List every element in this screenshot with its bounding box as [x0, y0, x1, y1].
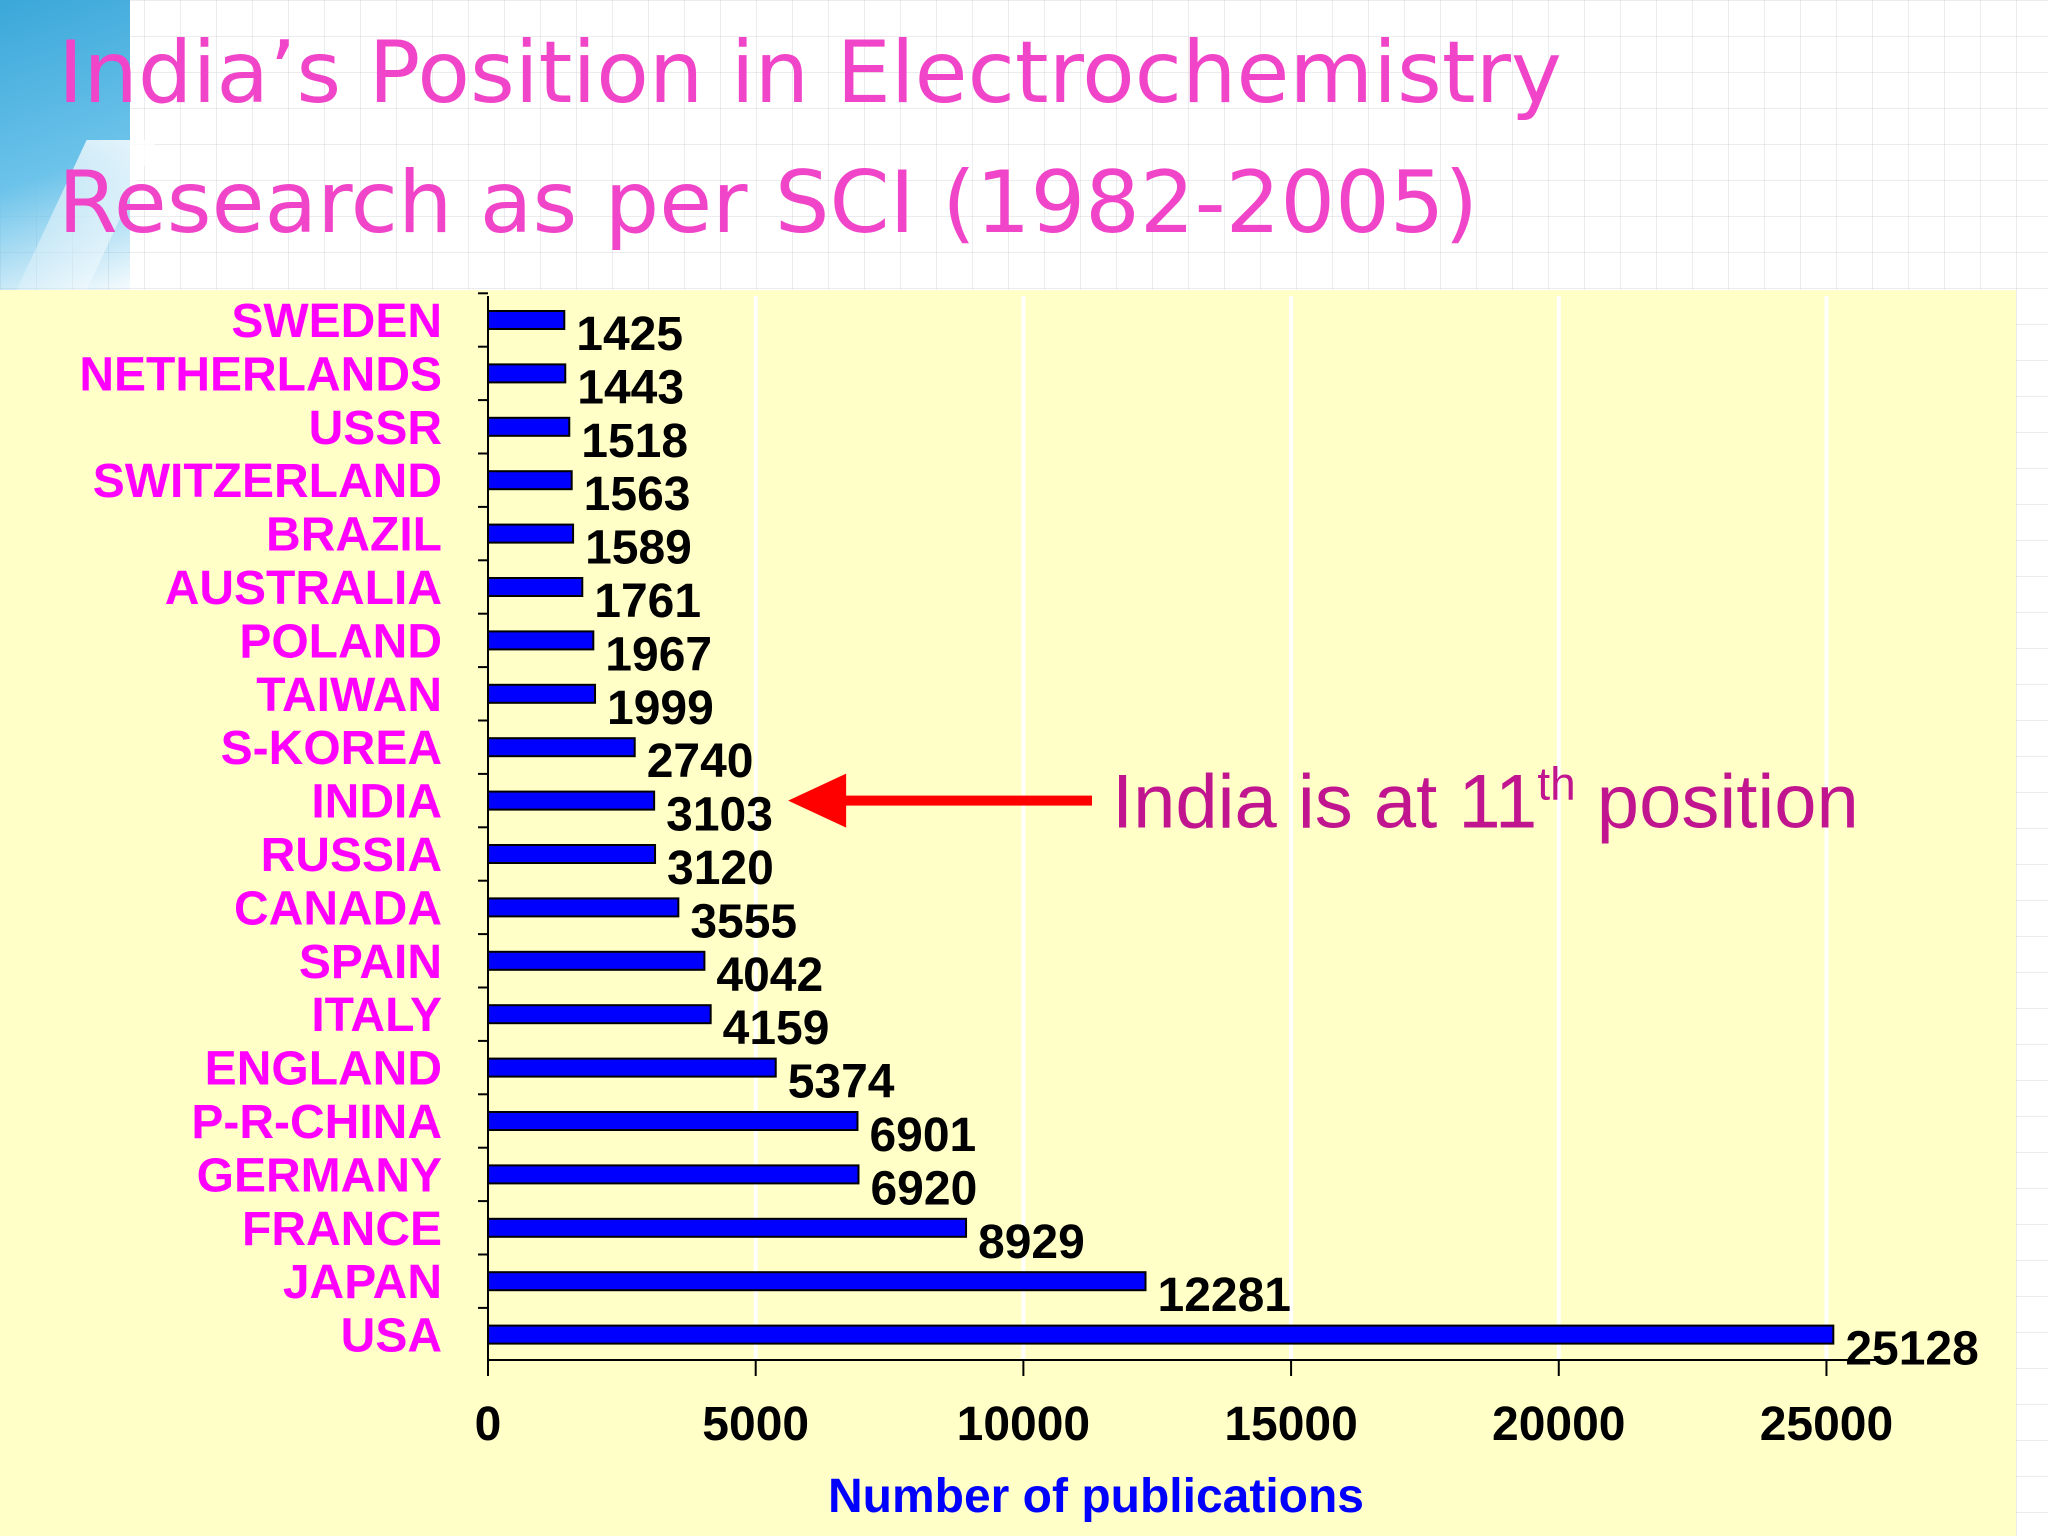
slide-title-line-2: Research as per SCI (1982-2005) — [58, 153, 1479, 253]
category-label: AUSTRALIA — [165, 562, 442, 615]
bar-p-r-china — [487, 1111, 859, 1131]
category-label: ITALY — [311, 989, 442, 1042]
data-label: 6920 — [870, 1162, 977, 1215]
data-label: 1518 — [581, 415, 688, 468]
category-label: BRAZIL — [266, 509, 442, 562]
data-label: 1425 — [576, 308, 683, 361]
data-label: 4159 — [723, 1002, 830, 1055]
category-label: NETHERLANDS — [79, 348, 442, 401]
x-tick-label: 25000 — [1760, 1398, 1893, 1451]
slide-corner-decoration — [0, 0, 157, 340]
data-label: 25128 — [1845, 1323, 1978, 1376]
bar-s-korea — [487, 737, 636, 758]
data-label: 4042 — [716, 949, 823, 1002]
slide-title: India’s Position in Electrochemistry Res… — [58, 8, 1858, 268]
x-tick-label: 15000 — [1224, 1398, 1357, 1451]
x-tick-label: 5000 — [702, 1398, 809, 1451]
annotation-text-tail: position — [1576, 760, 1859, 845]
bar-switzerland — [487, 470, 573, 491]
bar-netherlands — [487, 363, 567, 384]
annotation-superscript: th — [1537, 758, 1575, 810]
bars — [487, 310, 1835, 1345]
data-label: 12281 — [1158, 1269, 1291, 1322]
annotation-arrow-shaft — [840, 795, 1092, 806]
data-label: 3103 — [666, 789, 773, 842]
bar-usa — [487, 1324, 1835, 1345]
data-label: 3120 — [667, 842, 774, 895]
data-label: 1761 — [594, 575, 701, 628]
data-label: 6901 — [869, 1109, 976, 1162]
category-label: RUSSIA — [261, 829, 442, 882]
bar-poland — [487, 630, 595, 651]
category-label: INDIA — [311, 776, 442, 829]
category-label: P-R-CHINA — [191, 1096, 442, 1149]
bar-india — [487, 790, 656, 811]
annotation-text-main: India is at 11 — [1112, 760, 1537, 845]
category-label: GERMANY — [197, 1149, 442, 1202]
bar-france — [487, 1217, 968, 1238]
bar-chart: 0 5000 10000 15000 20000 25000 SWEDEN 1425 NETHE… — [79, 292, 1979, 1523]
category-label: SWITZERLAND — [93, 455, 442, 508]
data-label: 2740 — [647, 735, 754, 788]
bar-japan — [487, 1271, 1147, 1292]
bar-ussr — [487, 416, 571, 437]
category-label: USA — [341, 1310, 442, 1363]
data-label: 1563 — [584, 468, 691, 521]
annotation-text: India is at 11th position — [1112, 758, 1859, 845]
category-label: SWEDEN — [231, 295, 442, 348]
data-label: 1589 — [585, 522, 692, 575]
category-label: POLAND — [239, 615, 442, 668]
bar-spain — [487, 950, 706, 971]
data-label: 1443 — [577, 361, 684, 414]
annotation-arrow-head — [788, 773, 847, 828]
x-axis-title: Number of publications — [828, 1470, 1364, 1523]
bar-sweden — [487, 310, 566, 330]
bar-australia — [487, 577, 584, 597]
data-label: 5374 — [788, 1056, 895, 1109]
category-label: ENGLAND — [205, 1043, 442, 1096]
bar-russia — [487, 844, 657, 864]
category-label: USSR — [309, 402, 442, 455]
bar-canada — [487, 897, 680, 918]
data-label: 8929 — [978, 1216, 1085, 1269]
x-tick-label: 10000 — [957, 1398, 1090, 1451]
labels: 0 5000 10000 15000 20000 25000 SWEDEN 1425 NETHE… — [79, 295, 1978, 1451]
category-label: S-KOREA — [221, 722, 442, 775]
data-label: 1967 — [605, 628, 712, 681]
bar-brazil — [487, 523, 575, 544]
annotation: India is at 11th position — [788, 758, 1859, 845]
slide-title-line-1: India’s Position in Electrochemistry — [58, 23, 1562, 123]
data-label: 3555 — [690, 895, 797, 948]
data-label: 1999 — [607, 682, 714, 735]
bar-germany — [487, 1164, 860, 1185]
bar-england — [487, 1057, 777, 1078]
x-tick-label: 0 — [475, 1398, 502, 1451]
category-label: TAIWAN — [256, 669, 442, 722]
category-label: SPAIN — [299, 936, 442, 989]
category-label: FRANCE — [242, 1203, 442, 1256]
bar-taiwan — [487, 683, 597, 704]
category-label: CANADA — [234, 882, 442, 935]
chart-panel: 0 5000 10000 15000 20000 25000 SWEDEN 1425 NETHE… — [0, 290, 2016, 1536]
axes — [478, 292, 1880, 1376]
bar-italy — [487, 1004, 712, 1025]
x-tick-label: 20000 — [1492, 1398, 1625, 1451]
category-label: JAPAN — [283, 1256, 442, 1309]
